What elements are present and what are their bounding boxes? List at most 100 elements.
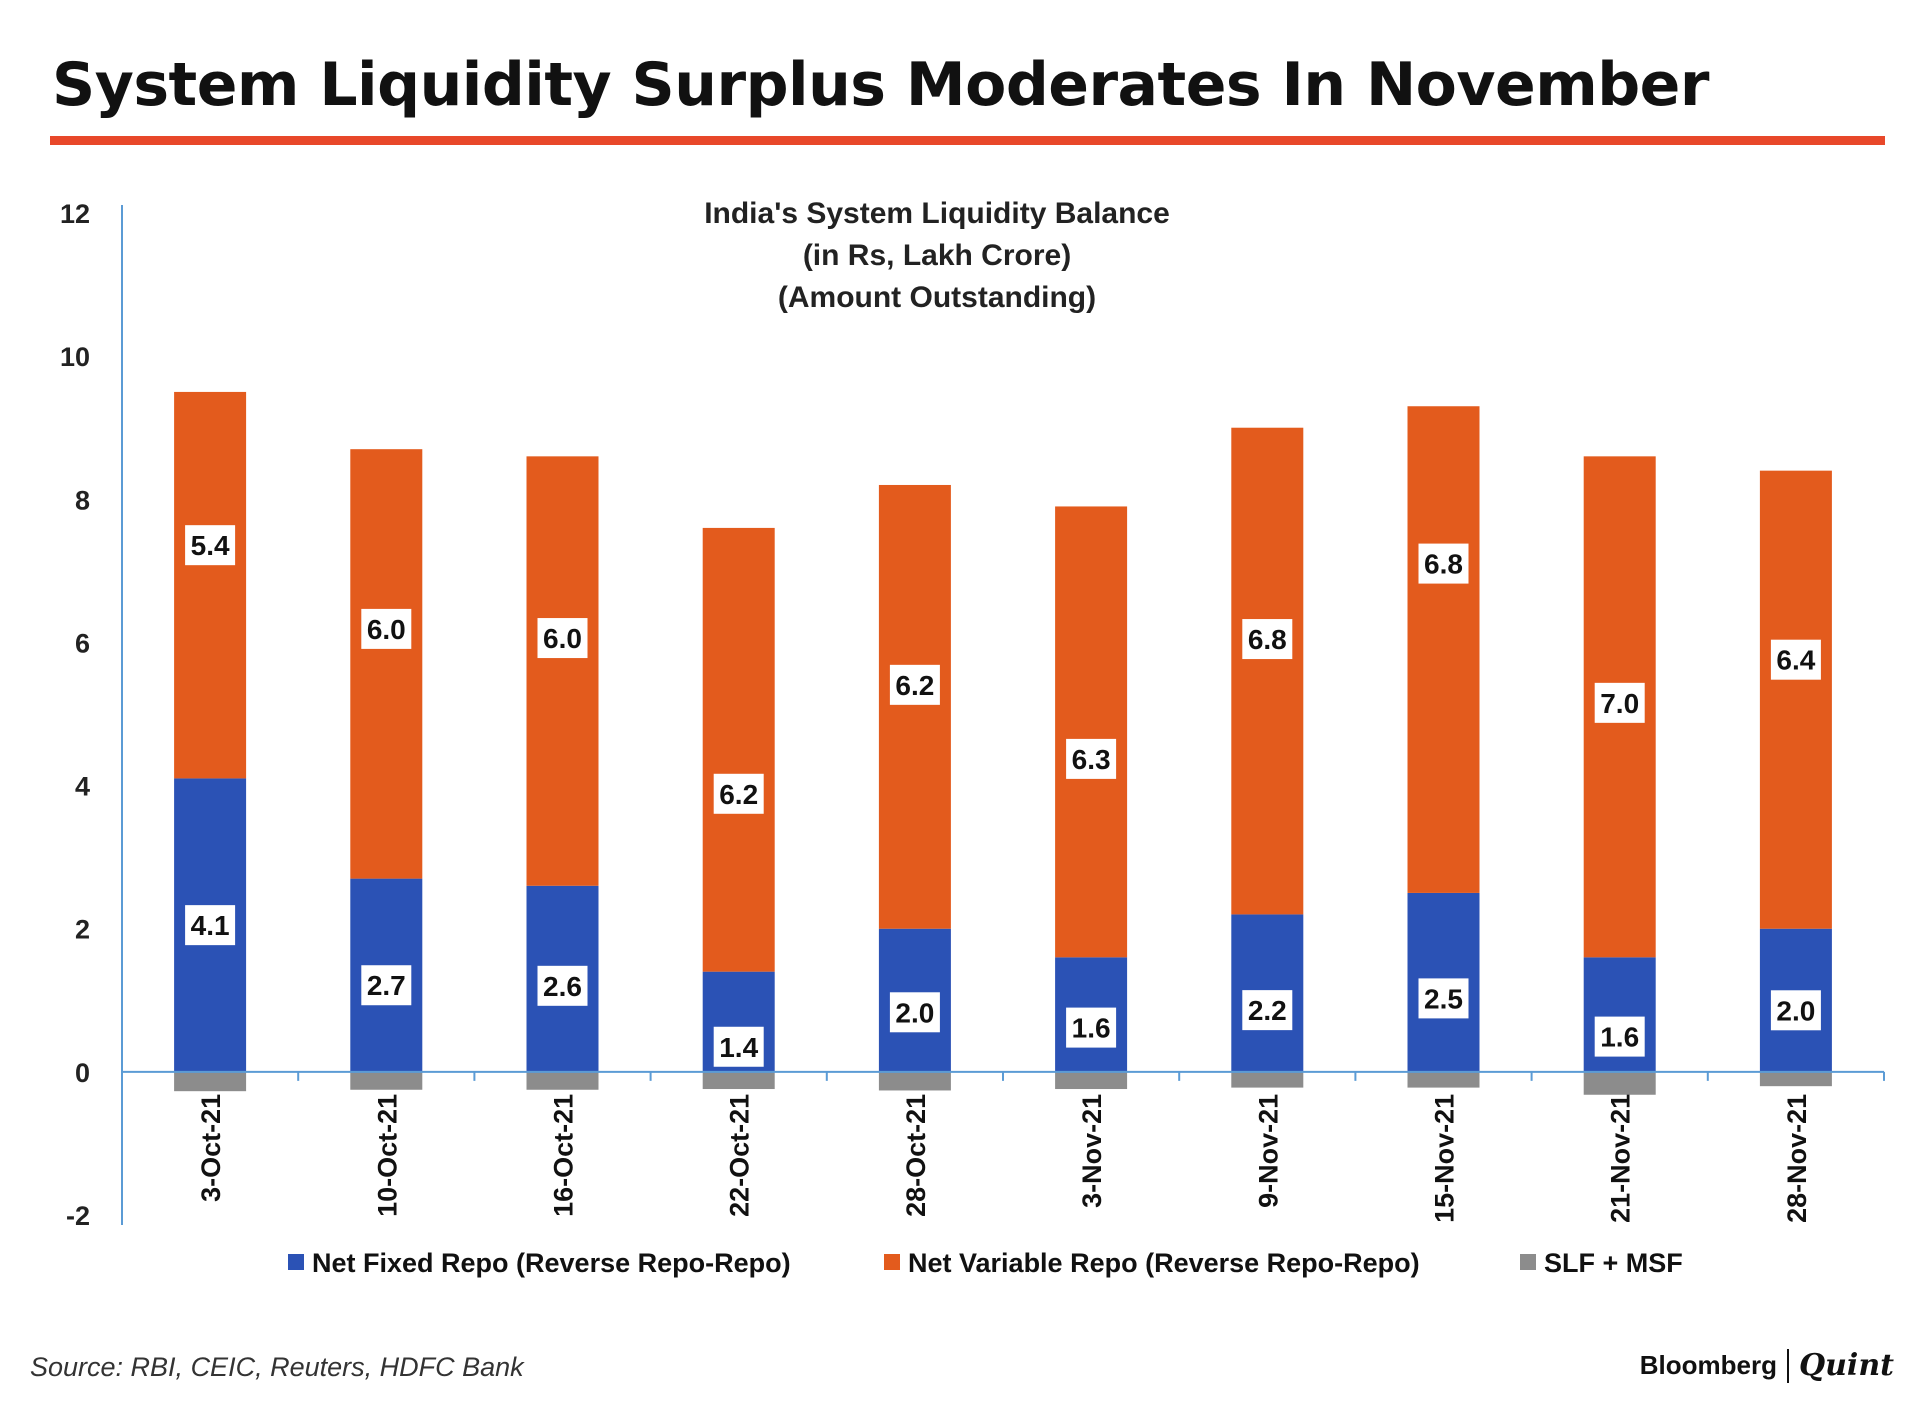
bar-slf-msf <box>1055 1071 1128 1090</box>
x-tick-label: 3-Oct-21 <box>196 1094 226 1202</box>
y-axis: -2 0 2 4 6 8 10 12 <box>60 199 123 1231</box>
bar-net-variable-repo <box>350 449 423 879</box>
data-label-box <box>889 992 940 1033</box>
y-tick-label: 8 <box>75 485 90 515</box>
x-tick-label: 10-Oct-21 <box>372 1094 402 1217</box>
data-label-text: 6.2 <box>895 670 934 701</box>
data-label: 6.2 <box>889 664 940 705</box>
legend-label: SLF + MSF <box>1544 1248 1683 1278</box>
data-label: 6.4 <box>1770 639 1821 680</box>
data-label: 1.4 <box>713 1026 764 1067</box>
data-label-text: 5.4 <box>191 530 230 561</box>
data-label: 6.2 <box>713 773 764 814</box>
bar-net-variable-repo <box>702 527 775 972</box>
y-tick-label: 4 <box>75 772 90 802</box>
source-note: Source: RBI, CEIC, Reuters, HDFC Bank <box>30 1352 524 1382</box>
legend-label: Net Fixed Repo (Reverse Repo-Repo) <box>312 1248 791 1278</box>
brand-quint: Quint <box>1798 1348 1894 1383</box>
data-label-box <box>1418 543 1469 584</box>
data-label-box <box>1242 619 1293 660</box>
data-label-text: 2.5 <box>1424 983 1463 1014</box>
legend-item: Net Fixed Repo (Reverse Repo-Repo) <box>288 1248 791 1278</box>
data-label-text: 7.0 <box>1600 688 1639 719</box>
x-axis: 3-Oct-21 10-Oct-21 16-Oct-21 22-Oct-21 28-Oc… <box>121 1070 1885 1223</box>
data-label: 6.0 <box>361 608 412 649</box>
bar-slf-msf <box>174 1071 247 1092</box>
x-tick-label: 22-Oct-21 <box>725 1094 755 1217</box>
data-label-text: 4.1 <box>191 910 230 941</box>
data-label: 2.0 <box>889 992 940 1033</box>
data-label: 4.1 <box>185 905 236 946</box>
brand-logo: Bloomberg Quint <box>1640 1348 1894 1383</box>
data-label: 6.8 <box>1418 543 1469 584</box>
data-label-box <box>1242 990 1293 1031</box>
legend-item: SLF + MSF <box>1520 1248 1683 1278</box>
bar-net-variable-repo <box>1231 427 1304 915</box>
bar-slf-msf <box>878 1071 951 1091</box>
x-tick-label: 28-Nov-21 <box>1782 1094 1812 1223</box>
data-label: 1.6 <box>1066 1007 1117 1048</box>
data-label: 2.7 <box>361 965 412 1006</box>
bar-net-variable-repo <box>1759 470 1832 929</box>
data-label-box <box>361 608 412 649</box>
x-tick-label: 16-Oct-21 <box>549 1094 579 1217</box>
liquidity-chart: India's System Liquidity Balance (in Rs, … <box>60 197 1885 1278</box>
data-label-text: 6.8 <box>1424 549 1463 580</box>
data-label-text: 2.7 <box>367 970 406 1001</box>
data-label-text: 1.6 <box>1600 1022 1639 1053</box>
headline: System Liquidity Surplus Moderates In No… <box>52 50 1709 120</box>
data-label-box <box>185 525 236 566</box>
bar-slf-msf <box>1583 1071 1656 1095</box>
data-label-box <box>1594 1016 1645 1057</box>
data-label-text: 6.0 <box>543 623 582 654</box>
bar-net-variable-repo <box>878 484 951 929</box>
legend-swatch <box>884 1254 900 1270</box>
data-label-box <box>537 965 588 1006</box>
y-tick-label: 10 <box>60 342 90 372</box>
data-label: 1.6 <box>1594 1016 1645 1057</box>
legend-swatch <box>1520 1254 1536 1270</box>
brand-divider <box>1786 1348 1789 1383</box>
bar-slf-msf <box>702 1071 775 1090</box>
data-label-box <box>185 905 236 946</box>
data-label-text: 1.6 <box>1072 1013 1111 1044</box>
accent-rule <box>50 136 1885 145</box>
x-tick-label: 15-Nov-21 <box>1430 1094 1460 1223</box>
data-label-text: 2.0 <box>1776 995 1815 1026</box>
data-label: 2.0 <box>1770 990 1821 1031</box>
data-label-text: 6.4 <box>1776 645 1815 676</box>
y-tick-label: -2 <box>66 1201 90 1231</box>
data-label: 7.0 <box>1594 682 1645 723</box>
data-label: 6.3 <box>1066 738 1117 779</box>
chart-title: India's System Liquidity Balance (in Rs, … <box>704 197 1170 314</box>
chart-title-line: (Amount Outstanding) <box>778 281 1096 314</box>
bar-net-variable-repo <box>1055 506 1128 958</box>
chart-title-line: (in Rs, Lakh Crore) <box>803 239 1071 272</box>
data-label-box <box>889 664 940 705</box>
data-label-box <box>713 773 764 814</box>
x-tick-label: 9-Nov-21 <box>1253 1094 1283 1208</box>
data-label-text: 6.8 <box>1248 624 1287 655</box>
bar-slf-msf <box>526 1071 599 1090</box>
bar-net-variable-repo <box>1407 406 1480 893</box>
bar-slf-msf <box>1759 1071 1832 1087</box>
brand-bloomberg: Bloomberg <box>1639 1350 1777 1380</box>
y-tick-label: 12 <box>60 199 90 229</box>
bar-slf-msf <box>350 1071 423 1090</box>
y-tick-label: 6 <box>75 628 90 658</box>
bar-slf-msf <box>1231 1071 1304 1088</box>
data-label: 6.8 <box>1242 619 1293 660</box>
data-label-box <box>713 1026 764 1067</box>
y-tick-label: 0 <box>75 1058 90 1088</box>
legend-item: Net Variable Repo (Reverse Repo-Repo) <box>884 1248 1420 1278</box>
bar-net-variable-repo <box>174 391 247 779</box>
data-label: 2.2 <box>1242 990 1293 1031</box>
chart-title-line: India's System Liquidity Balance <box>704 197 1170 230</box>
data-label-box <box>1594 682 1645 723</box>
data-label: 5.4 <box>185 525 236 566</box>
data-label-text: 6.2 <box>719 779 758 810</box>
bars: 4.1 5.4 2.7 6.0 2.6 6.0 1.4 6.2 2.0 6.2 1.6 6.3 2.2 6… <box>174 391 1832 1095</box>
y-tick-label: 2 <box>75 915 90 945</box>
data-label-box <box>361 965 412 1006</box>
legend: Net Fixed Repo (Reverse Repo-Repo) Net Va… <box>288 1248 1683 1278</box>
